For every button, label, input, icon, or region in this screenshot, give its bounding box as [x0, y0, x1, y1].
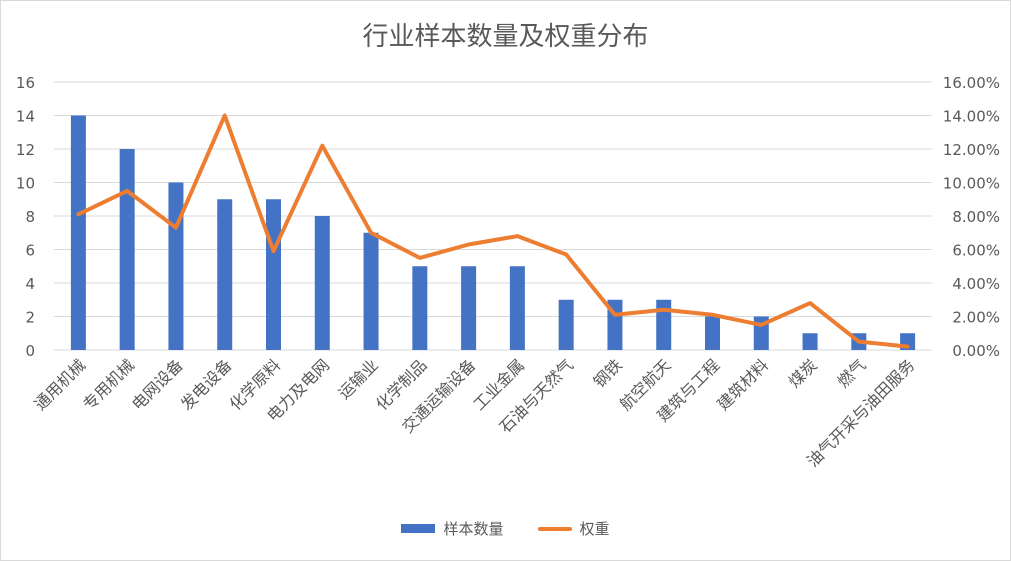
bar [412, 266, 428, 350]
bar [461, 266, 477, 350]
bar [314, 216, 330, 350]
legend-item-bar: 样本数量 [401, 518, 504, 539]
y-left-tick-label: 2 [25, 309, 35, 327]
legend-label-bar: 样本数量 [443, 520, 504, 538]
weight-line [76, 113, 910, 349]
legend-label-line: 权重 [579, 520, 610, 538]
y-right-tick-label: 6.00% [952, 242, 1000, 260]
x-tick-label: 建筑材料 [713, 355, 772, 414]
y-left-tick-label: 16 [16, 74, 35, 92]
y-right-tick-label: 14.00% [943, 108, 1000, 126]
y-left-tick-label: 14 [16, 108, 35, 126]
bar [266, 199, 281, 350]
x-tick-label: 电网设备 [128, 355, 187, 414]
y-right-tick-label: 12.00% [943, 141, 1000, 159]
x-tick-label: 运输业 [334, 355, 381, 402]
y-right-tick-label: 0.00% [952, 342, 1000, 360]
y-right-tick-label: 10.00% [943, 175, 1000, 193]
bar [802, 333, 818, 350]
bar [656, 299, 672, 350]
y-right-tick-label: 16.00% [943, 74, 1000, 92]
bar [363, 232, 379, 350]
bar [509, 266, 525, 350]
bar [705, 316, 720, 350]
bar [70, 115, 86, 350]
legend-swatch-line [537, 526, 572, 531]
x-tick-label: 发电设备 [177, 355, 236, 414]
bar [119, 149, 135, 350]
x-tick-label: 煤炭 [785, 355, 821, 391]
bar [217, 199, 233, 350]
x-tick-label: 燃气 [834, 355, 870, 391]
y-left-tick-label: 4 [25, 275, 35, 293]
x-tick-label: 专用机械 [79, 355, 138, 414]
chart-title: 行业样本数量及权重分布 [362, 22, 649, 52]
legend-swatch-bar [401, 524, 436, 533]
y-right-tick-label: 4.00% [952, 275, 1000, 293]
x-tick-label: 钢铁 [590, 355, 626, 391]
y-right-tick-label: 2.00% [952, 309, 1000, 327]
bar [168, 182, 184, 350]
y-left-tick-label: 0 [25, 342, 35, 360]
bar [558, 299, 574, 350]
y-left-tick-label: 8 [25, 208, 35, 226]
x-tick-label: 通用机械 [31, 355, 90, 414]
y-left-tick-label: 12 [16, 141, 35, 159]
y-right-tick-label: 8.00% [952, 208, 1000, 226]
y-left-tick-label: 10 [16, 175, 35, 193]
legend: 样本数量 权重 [0, 518, 1011, 539]
legend-item-line: 权重 [537, 518, 610, 539]
y-left-tick-label: 6 [25, 242, 35, 260]
